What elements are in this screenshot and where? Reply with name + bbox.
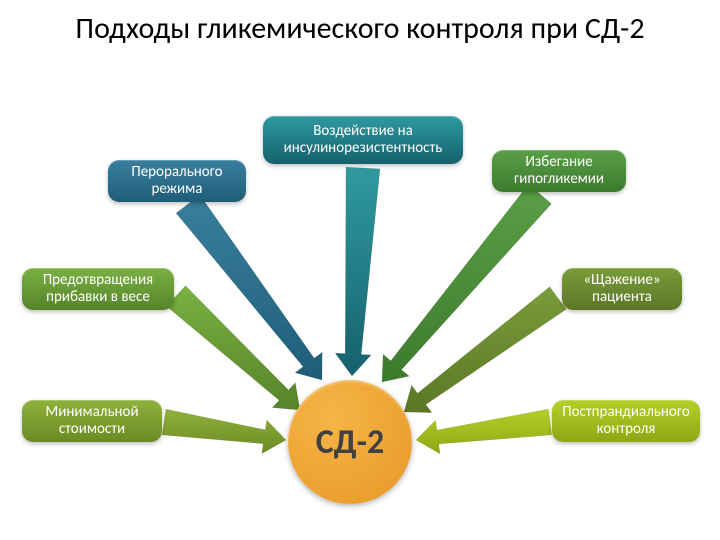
node-label: Избегание гипогликемии	[502, 154, 616, 189]
page-title: Подходы гликемического контроля при СД-2	[0, 12, 720, 47]
node-n6: Минимальной стоимости	[22, 400, 162, 442]
arrow-n4	[167, 286, 301, 410]
node-n2: Перорального режима	[108, 160, 246, 202]
node-n1: Воздействие на инсулинорезистентность	[263, 116, 463, 164]
arrow-n1	[335, 167, 380, 376]
node-label: Воздействие на инсулинорезистентность	[273, 123, 453, 158]
arrow-n6	[162, 409, 286, 454]
node-label: Постпрандиального контроля	[562, 404, 690, 439]
node-label: Перорального режима	[118, 164, 236, 199]
center-node: СД-2	[288, 380, 412, 504]
arrow-n7	[416, 409, 552, 454]
node-n5: «Щажение» пациента	[562, 268, 682, 310]
node-label: Предотвращения прибавки в весе	[32, 272, 164, 307]
node-n4: Предотвращения прибавки в весе	[22, 268, 174, 310]
node-label: «Щажение» пациента	[572, 272, 672, 307]
arrow-n5	[404, 287, 566, 413]
arrow-n3	[382, 184, 552, 382]
arrow-n2	[176, 195, 322, 380]
diagram-canvas: Подходы гликемического контроля при СД-2…	[0, 0, 720, 540]
node-n7: Постпрандиального контроля	[552, 400, 700, 442]
node-n3: Избегание гипогликемии	[492, 150, 626, 192]
center-label: СД-2	[316, 422, 385, 463]
node-label: Минимальной стоимости	[32, 404, 152, 439]
